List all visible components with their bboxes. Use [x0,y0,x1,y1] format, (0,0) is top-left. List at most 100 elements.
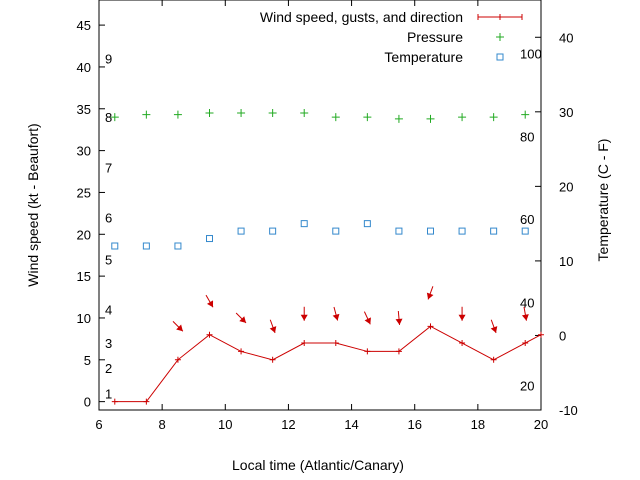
legend-swatch-wind [477,14,523,20]
pressure-point [489,113,498,122]
pressure-point [426,114,435,123]
series-marks [110,108,544,405]
beaufort-label: 7 [105,160,112,175]
wind-speed-point [206,331,213,338]
x-tick-label: 18 [471,417,485,432]
pressure-point [142,110,151,119]
legend-swatch-temperature [496,53,504,61]
wind-direction-arrowhead [458,314,466,321]
y2-tick-label: 30 [559,105,573,120]
x-tick-label: 6 [95,417,102,432]
x-tick-label: 10 [218,417,232,432]
y-tick-label: 5 [84,353,91,368]
y-tick-label: 35 [77,102,91,117]
x-tick-label: 16 [407,417,421,432]
y-tick-label: 45 [77,18,91,33]
temperature-point [111,242,119,250]
beaufort-label: 4 [105,303,112,318]
y-tick-label: 20 [77,227,91,242]
wind-speed-line [114,325,542,403]
y2-tick-label: 20 [559,179,573,194]
temperature-point [395,227,403,235]
fahrenheit-label: 80 [520,129,534,144]
pressure-point [521,110,530,119]
beaufort-label: 2 [105,361,112,376]
x-tick-label: 8 [159,417,166,432]
y-tick-label: 10 [77,311,91,326]
beaufort-label: 6 [105,211,112,226]
y2-tick-label: -10 [559,403,578,418]
wind-speed-point [332,340,339,347]
fahrenheit-label: 40 [520,296,534,311]
pressure-point [110,113,119,122]
wind-speed-point [143,398,150,405]
beaufort-label: 1 [105,386,112,401]
wind-speed-point [490,356,497,363]
legend-label: Wind speed, gusts, and direction [260,9,463,25]
pressure-point [268,108,277,117]
pressure-point [237,108,246,117]
y-tick-label: 40 [77,60,91,75]
wind-speed-point [111,398,118,405]
temperature-point [206,235,213,243]
y-tick-label: 15 [77,269,91,284]
temperature-point [427,227,434,235]
wind-direction-arrowhead [490,326,498,333]
fahrenheit-label: 60 [520,212,534,227]
y-tick-label: 0 [84,395,91,410]
wind-direction-arrowhead [395,318,403,325]
legend: Wind speed, gusts, and direction Pressure… [260,9,523,65]
pressure-point [363,113,372,122]
legend-swatch-pressure [496,33,504,41]
temperature-point [521,227,529,235]
wind-direction-arrowhead [269,326,277,333]
wind-speed-point [395,348,402,355]
y2-tick-label: 10 [559,254,573,269]
temperature-point [490,227,498,235]
pressure-point [331,113,340,122]
temperature-point [363,220,371,228]
wind-speed-point [238,348,245,355]
y2-tick-label: 0 [559,328,566,343]
pressure-point [300,108,309,117]
x-tick-label: 20 [534,417,548,432]
y2-axis-label: Temperature (C - F) [595,139,611,262]
temperature-point [300,220,308,228]
x-tick-label: 14 [344,417,358,432]
pressure-point [205,108,214,117]
wind-direction-arrowhead [176,324,183,332]
wind-direction-arrowhead [300,314,308,321]
fahrenheit-label: 100 [520,47,542,62]
wind-speed-point [427,323,434,330]
wind-direction-arrowhead [521,314,529,321]
temperature-point [458,227,466,235]
temperature-point [174,242,182,250]
wind-speed-point [301,340,308,347]
beaufort-label: 9 [105,52,112,67]
wind-direction-arrowhead [332,313,340,321]
fahrenheit-label: 20 [520,378,534,393]
legend-label: Temperature [384,49,463,65]
y-tick-label: 25 [77,185,91,200]
legend-label: Pressure [407,29,463,45]
temperature-point [332,227,340,235]
temperature-point [237,227,245,235]
wind-direction-arrowhead [239,316,247,323]
x-axis-label: Local time (Atlantic/Canary) [232,457,404,473]
x-tick-label: 12 [281,417,295,432]
wind-direction-arrowhead [426,292,434,300]
wind-speed-point [174,356,181,363]
wind-speed-point [459,340,466,347]
pressure-point [173,110,182,119]
wind-speed-point [269,356,276,363]
beaufort-label: 8 [105,110,112,125]
wind-direction-arrowhead [364,317,371,325]
y2-tick-label: 40 [559,30,573,45]
wind-speed-point [522,340,529,347]
beaufort-label: 5 [105,252,112,267]
pressure-point [394,114,403,123]
wind-speed-point [364,348,371,355]
wind-direction-arrowhead [206,300,214,308]
pressure-point [458,113,467,122]
